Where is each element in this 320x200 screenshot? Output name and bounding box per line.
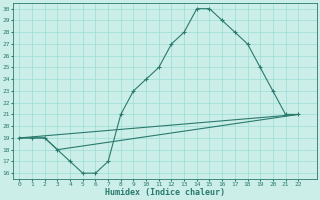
X-axis label: Humidex (Indice chaleur): Humidex (Indice chaleur) [105, 188, 225, 197]
